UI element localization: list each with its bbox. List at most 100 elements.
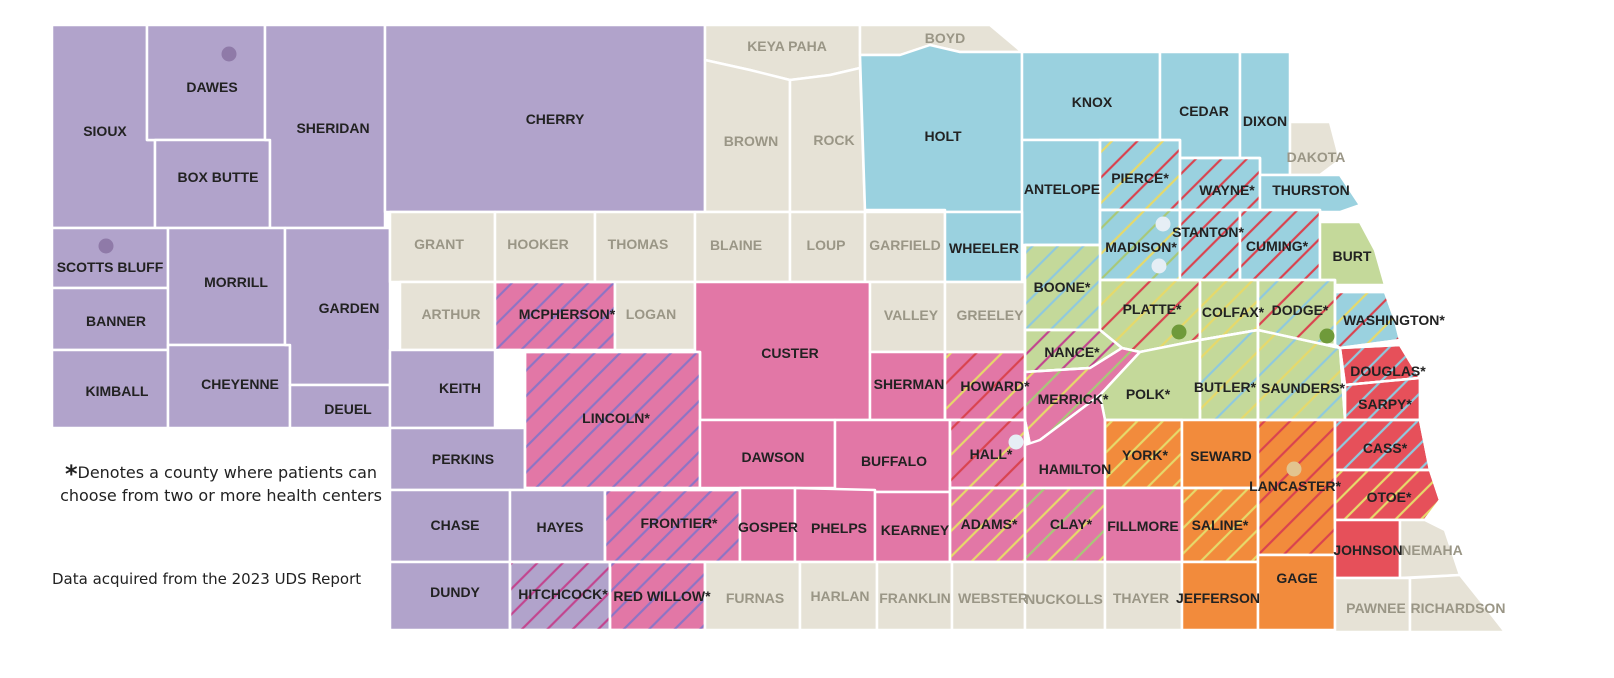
county-shape-burt (1318, 220, 1387, 287)
county-shape-nemaha (1398, 518, 1462, 580)
county-label-gosper: GOSPER (738, 519, 798, 535)
county-label-dodge: DODGE* (1272, 302, 1329, 318)
county-label-butler: BUTLER* (1194, 379, 1257, 395)
county-red-willow (608, 560, 707, 632)
health-center-marker-lancaster (1286, 461, 1302, 477)
county-label-valley: VALLEY (884, 307, 939, 323)
county-shape-dakota (1288, 120, 1342, 177)
county-label-washington: WASHINGTON* (1343, 312, 1445, 328)
county-label-pawnee: PAWNEE (1346, 600, 1406, 616)
county-label-hall: HALL* (970, 446, 1013, 462)
county-lincoln (523, 350, 702, 490)
county-label-douglas: DOUGLAS* (1350, 363, 1426, 379)
county-label-clay: CLAY* (1050, 516, 1093, 532)
county-label-sioux: SIOUX (83, 123, 127, 139)
county-cass (1333, 418, 1432, 472)
health-center-marker-madison (1155, 216, 1171, 232)
county-label-otoe: OTOE* (1367, 489, 1412, 505)
county-label-keith: KEITH (439, 380, 481, 396)
county-label-garden: GARDEN (319, 300, 380, 316)
county-label-stanton: STANTON* (1172, 224, 1244, 240)
county-label-thurston: THURSTON (1272, 182, 1350, 198)
county-label-colfax: COLFAX* (1202, 304, 1265, 320)
county-hitchcock (508, 560, 612, 632)
health-center-marker-dawes (221, 46, 237, 62)
county-scotts-bluff (50, 226, 170, 290)
county-label-boone: BOONE* (1034, 279, 1091, 295)
county-label-greeley: GREELEY (957, 307, 1025, 323)
health-center-marker-hall (1008, 434, 1024, 450)
county-label-cass: CASS* (1363, 440, 1408, 456)
county-label-buffalo: BUFFALO (861, 453, 927, 469)
health-center-marker-platte (1171, 324, 1187, 340)
county-label-custer: CUSTER (761, 345, 819, 361)
county-label-furnas: FURNAS (726, 590, 784, 606)
county-cuming (1238, 208, 1322, 284)
county-label-loup: LOUP (807, 237, 846, 253)
county-label-wayne: WAYNE* (1199, 182, 1255, 198)
county-label-scotts-bluff: SCOTTS BLUFF (57, 259, 164, 275)
county-wayne (1178, 156, 1262, 212)
county-label-arthur: ARTHUR (421, 306, 480, 322)
county-label-boyd: BOYD (925, 30, 965, 46)
county-label-keya-paha: KEYA PAHA (747, 38, 827, 54)
county-label-antelope: ANTELOPE (1024, 181, 1100, 197)
county-nance (1023, 328, 1124, 374)
county-label-howard: HOWARD* (960, 378, 1030, 394)
county-shape-richardson (1408, 573, 1507, 634)
county-label-hamilton: HAMILTON (1039, 461, 1112, 477)
county-label-wheeler: WHEELER (949, 240, 1019, 256)
asterisk-note: *Denotes a county where patients can cho… (46, 462, 396, 507)
county-burt (1318, 220, 1387, 287)
county-label-dundy: DUNDY (430, 584, 480, 600)
county-label-thayer: THAYER (1113, 590, 1169, 606)
county-sarpy (1343, 376, 1422, 422)
health-center-marker-scotts-bluff (98, 238, 114, 254)
county-butler (1198, 328, 1260, 422)
county-label-harlan: HARLAN (810, 588, 869, 604)
county-label-cherry: CHERRY (526, 111, 585, 127)
county-label-frontier: FRONTIER* (641, 515, 719, 531)
county-shape-scotts-bluff (50, 226, 170, 290)
county-label-dawson: DAWSON (742, 449, 805, 465)
county-label-jefferson: JEFFERSON (1176, 590, 1260, 606)
county-stripes-washington (1333, 290, 1402, 350)
county-label-lincoln: LINCOLN* (582, 410, 650, 426)
labels-layer: SIOUX DAWES BOX BUTTE SHERIDAN CHERRY KEYA PA… (57, 30, 1506, 616)
county-label-chase: CHASE (430, 517, 479, 533)
county-label-dawes: DAWES (186, 79, 237, 95)
county-label-fillmore: FILLMORE (1107, 518, 1179, 534)
county-label-seward: SEWARD (1190, 448, 1251, 464)
county-label-nuckolls: NUCKOLLS (1025, 591, 1103, 607)
county-label-sarpy: SARPY* (1358, 396, 1412, 412)
county-label-rock: ROCK (813, 132, 854, 148)
county-gage (1256, 553, 1337, 632)
county-label-nemaha: NEMAHA (1401, 542, 1462, 558)
county-label-hayes: HAYES (537, 519, 584, 535)
county-label-logan: LOGAN (626, 306, 677, 322)
county-label-deuel: DEUEL (324, 401, 372, 417)
source-note: Data acquired from the 2023 UDS Report (52, 570, 362, 588)
county-label-hitchcock: HITCHCOCK* (518, 586, 608, 602)
county-label-richardson: RICHARDSON (1411, 600, 1506, 616)
county-adams (948, 486, 1027, 564)
county-washington (1333, 290, 1402, 350)
county-shape-thurston (1258, 173, 1362, 214)
asterisk-symbol: * (64, 460, 78, 488)
county-label-franklin: FRANKLIN (879, 590, 951, 606)
county-label-sherman: SHERMAN (874, 376, 945, 392)
county-label-pierce: PIERCE* (1111, 170, 1169, 186)
health-center-marker-madison (1151, 258, 1167, 274)
county-label-sheridan: SHERIDAN (296, 120, 369, 136)
county-label-perkins: PERKINS (432, 451, 494, 467)
county-stanton (1178, 208, 1242, 282)
county-label-box-butte: BOX BUTTE (178, 169, 259, 185)
county-label-merrick: MERRICK* (1038, 391, 1109, 407)
county-douglas (1338, 343, 1422, 387)
county-label-garfield: GARFIELD (869, 237, 941, 253)
county-label-platte: PLATTE* (1123, 301, 1182, 317)
county-label-burt: BURT (1333, 248, 1372, 264)
county-mcpherson (493, 280, 617, 352)
county-label-adams: ADAMS* (961, 516, 1018, 532)
